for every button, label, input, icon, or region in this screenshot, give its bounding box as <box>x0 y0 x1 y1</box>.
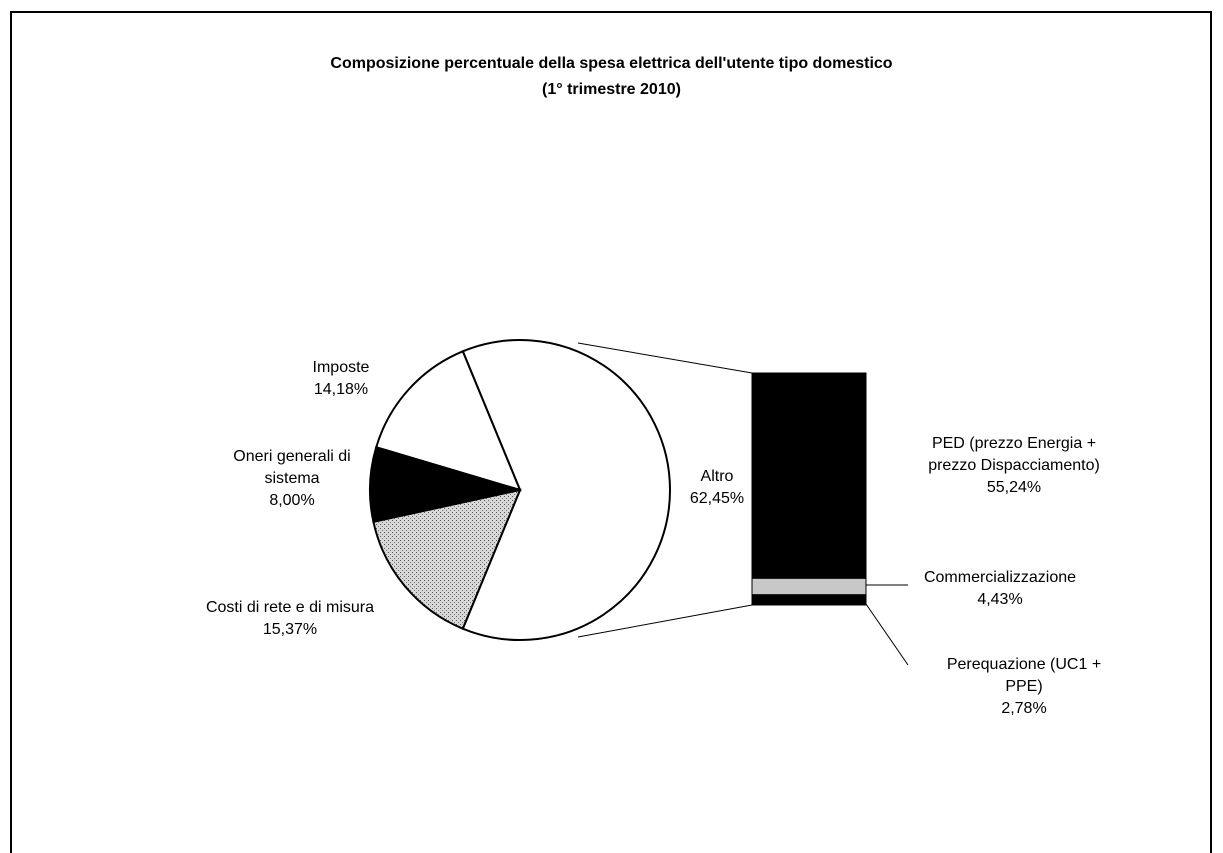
frame <box>10 11 1212 853</box>
data-label: Altro 62,45% <box>672 466 762 510</box>
data-label: Commercializzazione 4,43% <box>900 567 1100 611</box>
data-label: PED (prezzo Energia + prezzo Dispacciame… <box>914 433 1114 499</box>
label-value: 8,00% <box>269 492 315 509</box>
label-value: 15,37% <box>262 621 318 638</box>
label-name: Costi di rete e di misura <box>205 599 375 616</box>
label-value: 2,78% <box>1001 700 1047 717</box>
label-name: Imposte <box>312 359 370 376</box>
chart-title: Composizione percentuale della spesa ele… <box>330 55 893 72</box>
connector <box>577 604 753 638</box>
label-value: 14,18% <box>313 381 369 398</box>
label-name: Altro <box>700 468 734 485</box>
leader-line <box>865 603 909 666</box>
label-name: PED (prezzo Energia + prezzo Dispacciame… <box>928 435 1100 474</box>
data-label: Oneri generali di sistema 8,00% <box>212 446 372 512</box>
label-name: Oneri generali di sistema <box>233 448 351 487</box>
label-value: 62,45% <box>689 490 745 507</box>
label-value: 55,24% <box>986 479 1042 496</box>
bar-segment <box>751 372 867 579</box>
bar-segment <box>751 577 867 596</box>
data-label: Perequazione (UC1 + PPE) 2,78% <box>937 654 1112 720</box>
pie-slice <box>461 339 671 641</box>
chart-subtitle: (1° trimestre 2010) <box>542 81 681 98</box>
pie-slice <box>372 488 522 630</box>
connector <box>577 342 753 374</box>
label-name: Commercializzazione <box>923 569 1077 586</box>
data-label: Costi di rete e di misura 15,37% <box>170 597 410 641</box>
label-name: Perequazione (UC1 + PPE) <box>946 656 1102 695</box>
label-value: 4,43% <box>977 591 1023 608</box>
data-label: Imposte 14,18% <box>266 357 416 401</box>
pie-slice <box>374 350 522 492</box>
bar-segment <box>751 594 867 606</box>
